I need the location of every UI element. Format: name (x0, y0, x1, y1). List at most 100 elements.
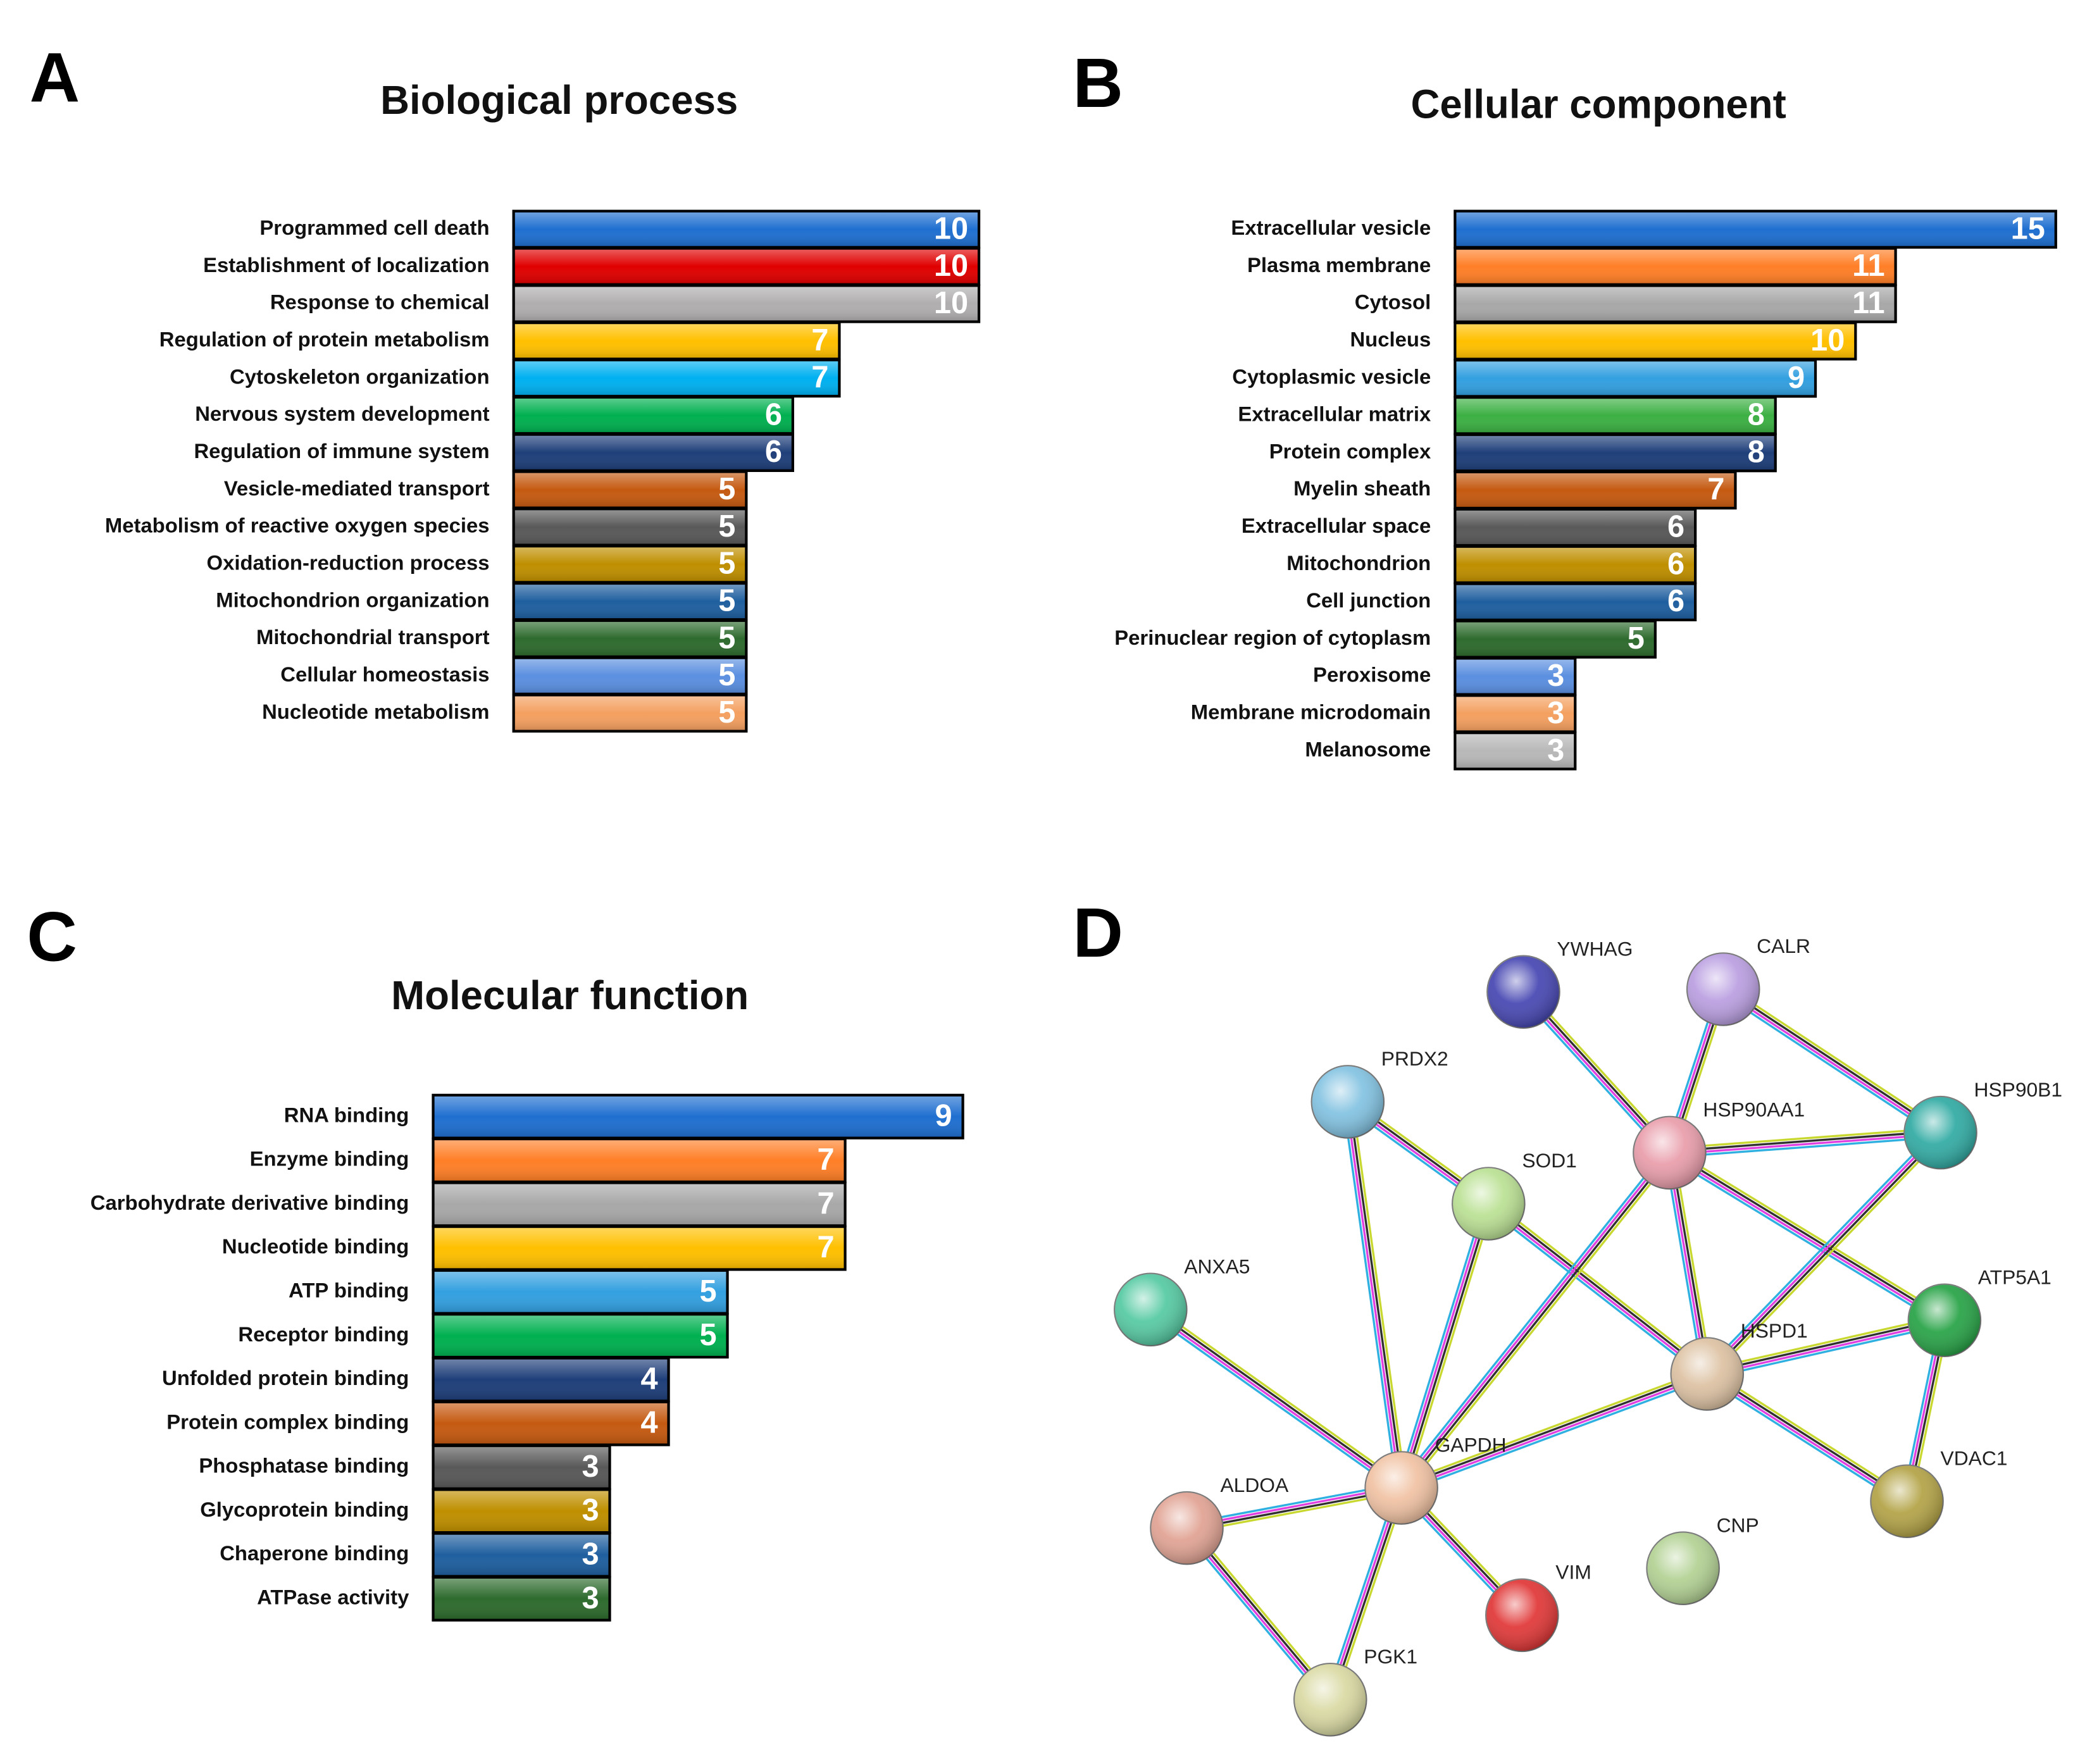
edge (1725, 984, 1944, 1130)
edge (1400, 1371, 1707, 1488)
category-label: Mitochondrial transport (256, 625, 490, 649)
edge (1667, 1153, 1707, 1375)
edge (1402, 1153, 1672, 1490)
category-label: Regulation of immune system (194, 439, 489, 463)
category-label: Nucleus (1350, 328, 1431, 351)
edge (1720, 991, 1939, 1138)
node-label: HSP90B1 (1974, 1078, 2063, 1101)
category-label: Establishment of localization (203, 253, 489, 276)
panel-letter: A (30, 39, 80, 116)
bar-gloss (1456, 697, 1574, 731)
edge (1671, 1148, 1948, 1318)
category-label: Metabolism of reactive oxygen species (105, 514, 490, 537)
node-shine (1150, 1491, 1223, 1565)
edge (1189, 1524, 1335, 1698)
node-shine (1452, 1167, 1525, 1240)
bar-gloss (434, 1447, 609, 1488)
bar-gloss (434, 1140, 844, 1181)
category-label: Extracellular space (1242, 514, 1431, 537)
edge (1670, 1152, 1710, 1374)
bar-gloss (434, 1227, 844, 1269)
node-shine (1294, 1663, 1367, 1736)
node-shine (1487, 955, 1560, 1028)
category-label: Cellular homeostasis (280, 662, 489, 686)
edge (1396, 1202, 1486, 1488)
edge (1707, 1320, 1945, 1377)
category-label: Membrane microdomain (1191, 700, 1431, 724)
edge (1333, 1489, 1407, 1702)
node-label: ANXA5 (1184, 1255, 1250, 1278)
value-label: 3 (582, 1581, 599, 1615)
category-label: Cytoplasmic vesicle (1232, 365, 1431, 388)
edge (1705, 1315, 1944, 1371)
node-shine (1908, 1284, 1981, 1357)
value-label: 7 (1707, 473, 1724, 507)
edge (1707, 1133, 1943, 1376)
value-label: 4 (640, 1406, 657, 1440)
edge (1399, 1151, 1669, 1488)
category-label: Carbohydrate derivative binding (90, 1191, 409, 1214)
category-label: Peroxisome (1313, 663, 1431, 686)
bar-gloss (434, 1534, 609, 1575)
value-label: 6 (765, 397, 782, 432)
category-label: Extracellular vesicle (1231, 216, 1431, 239)
edge (1672, 1152, 1713, 1374)
category-label: Plasma membrane (1247, 253, 1431, 276)
bar-gloss (434, 1491, 609, 1532)
category-label: Programmed cell death (259, 216, 489, 239)
edge (1345, 1102, 1401, 1489)
edge (1149, 1310, 1402, 1490)
edge (1401, 1374, 1709, 1491)
category-label: Phosphatase binding (199, 1454, 409, 1477)
edge (1182, 1530, 1328, 1703)
edge (1669, 1130, 1941, 1153)
category-label: Cell junction (1306, 588, 1431, 612)
bar-gloss (434, 1579, 609, 1619)
value-label: 5 (718, 547, 735, 581)
value-label: 5 (718, 584, 735, 618)
category-label: Protein complex binding (166, 1410, 409, 1433)
node-label: CNP (1717, 1513, 1759, 1536)
category-label: Protein complex (1269, 439, 1431, 463)
node-shine (1871, 1465, 1943, 1537)
bar-gloss (514, 473, 745, 507)
edge (1328, 1487, 1401, 1700)
value-label: 3 (582, 1493, 599, 1527)
value-label: 8 (1748, 398, 1765, 432)
panel-letter: B (1073, 44, 1123, 122)
bar-gloss (514, 510, 745, 544)
value-label: 3 (1547, 733, 1564, 767)
value-label: 5 (1628, 621, 1645, 655)
node-label: ALDOA (1221, 1474, 1290, 1496)
bar-gloss (514, 585, 745, 619)
edge (1669, 1150, 1946, 1320)
edge (1705, 1374, 1907, 1504)
bar-gloss (434, 1403, 668, 1444)
node-label: PGK1 (1364, 1645, 1417, 1668)
value-label: 7 (818, 1186, 835, 1221)
edge (1397, 1149, 1667, 1486)
bar-gloss (1456, 622, 1654, 656)
edge (1187, 1526, 1333, 1699)
edge (1706, 1317, 1945, 1374)
node-label: VDAC1 (1941, 1446, 2008, 1469)
bar-gloss (1456, 436, 1774, 470)
value-label: 7 (818, 1231, 835, 1265)
value-label: 5 (718, 472, 735, 506)
value-label: 5 (699, 1274, 716, 1308)
edge (1402, 1377, 1709, 1493)
edge (1399, 1369, 1706, 1485)
value-label: 5 (718, 695, 735, 730)
bar-gloss (1456, 473, 1734, 507)
node-label: SOD1 (1522, 1149, 1577, 1172)
panel-letter: C (27, 898, 77, 976)
bar-gloss (514, 621, 745, 655)
value-label: 7 (811, 361, 828, 395)
bar-gloss (514, 212, 978, 246)
category-label: Nucleotide binding (222, 1234, 409, 1258)
category-label: ATPase activity (257, 1585, 409, 1608)
category-label: Glycoprotein binding (200, 1498, 409, 1521)
value-label: 3 (1547, 659, 1564, 693)
bar-gloss (514, 361, 838, 395)
